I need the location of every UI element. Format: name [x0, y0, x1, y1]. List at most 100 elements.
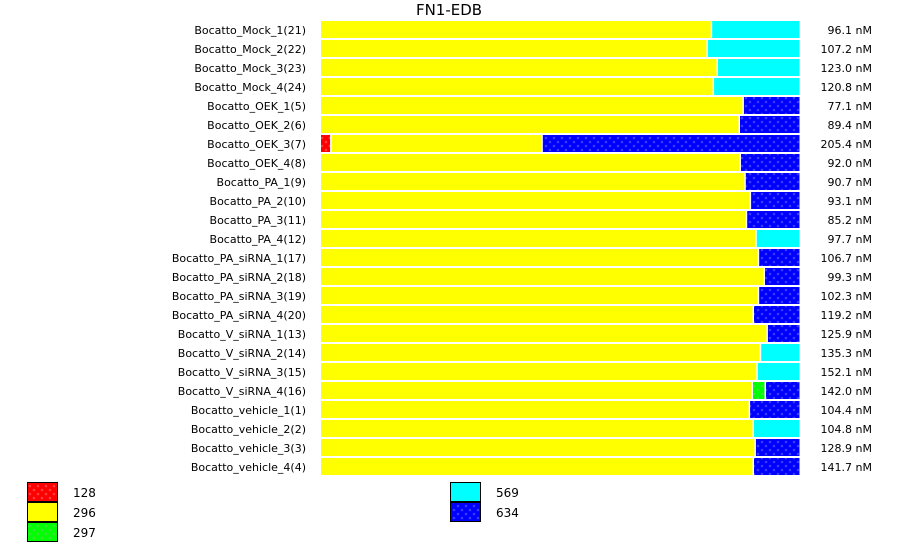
category-label: Bocatto_OEK_3(7)	[207, 138, 306, 151]
category-label: Bocatto_vehicle_1(1)	[191, 404, 306, 417]
total-label: 125.9 nM	[821, 328, 872, 341]
total-label: 123.0 nM	[821, 62, 872, 75]
bar-segment-296	[321, 306, 753, 323]
category-label: Bocatto_OEK_2(6)	[207, 119, 306, 132]
bar-segment-296	[321, 154, 740, 171]
total-label: 152.1 nM	[821, 366, 872, 379]
total-label: 104.8 nM	[821, 423, 872, 436]
legend-swatch-634	[450, 502, 481, 522]
bar-segment-634	[765, 268, 800, 285]
category-label: Bocatto_PA_4(12)	[210, 233, 306, 246]
bar-segment-634	[759, 249, 800, 266]
bar-segment-296	[321, 344, 760, 361]
bar-segment-296	[321, 420, 753, 437]
category-label: Bocatto_Mock_2(22)	[194, 43, 306, 56]
category-label: Bocatto_PA_1(9)	[217, 176, 306, 189]
category-label: Bocatto_PA_siRNA_1(17)	[172, 252, 306, 265]
bar-segment-296	[321, 287, 758, 304]
legend-swatch-297	[27, 522, 58, 542]
total-label: 120.8 nM	[821, 81, 872, 94]
bar-segment-296	[321, 363, 757, 380]
bar-segment-634	[745, 173, 800, 190]
category-label: Bocatto_vehicle_3(3)	[191, 442, 306, 455]
bar-segment-634	[759, 287, 800, 304]
category-label: Bocatto_V_siRNA_3(15)	[178, 366, 306, 379]
bar-segment-634	[741, 154, 800, 171]
total-label: 96.1 nM	[828, 24, 872, 37]
bar-segment-569	[757, 363, 800, 380]
bar-segment-296	[331, 135, 542, 152]
legend-swatch-569	[450, 482, 481, 502]
bar-segment-634	[767, 325, 800, 342]
legend-label: 569	[496, 486, 519, 500]
chart-title: FN1-EDB	[416, 1, 482, 19]
bar-segment-296	[321, 116, 739, 133]
total-label: 89.4 nM	[828, 119, 872, 132]
total-label: 107.2 nM	[821, 43, 872, 56]
legend-label: 297	[73, 526, 96, 540]
bar-segment-296	[321, 325, 767, 342]
bar-segment-634	[751, 192, 800, 209]
bar-segment-569	[712, 21, 800, 38]
bar-segment-296	[321, 382, 752, 399]
category-label: Bocatto_Mock_4(24)	[194, 81, 306, 94]
bar-segment-296	[321, 59, 717, 76]
bar-segment-634	[755, 439, 800, 456]
category-label: Bocatto_OEK_4(8)	[207, 157, 306, 170]
legend-label: 634	[496, 506, 519, 520]
total-label: 85.2 nM	[828, 214, 872, 227]
bar-segment-296	[321, 97, 743, 114]
bar-segment-128	[321, 135, 331, 152]
bar-segment-296	[321, 230, 756, 247]
bar-segment-569	[756, 230, 800, 247]
legend-swatch-128	[27, 482, 58, 502]
total-label: 99.3 nM	[828, 271, 872, 284]
bar-segment-296	[321, 21, 711, 38]
bar-segment-569	[714, 78, 800, 95]
category-label: Bocatto_V_siRNA_2(14)	[178, 347, 306, 360]
bar-segment-569	[718, 59, 800, 76]
total-label: 135.3 nM	[821, 347, 872, 360]
total-label: 128.9 nM	[821, 442, 872, 455]
bar-segment-296	[321, 173, 745, 190]
bar-segment-569	[707, 40, 800, 57]
category-label: Bocatto_PA_siRNA_4(20)	[172, 309, 306, 322]
bar-segment-296	[321, 78, 713, 95]
legend-swatch-296	[27, 502, 58, 522]
total-label: 141.7 nM	[821, 461, 872, 474]
category-label: Bocatto_PA_2(10)	[210, 195, 306, 208]
bar-segment-569	[754, 420, 800, 437]
total-label: 119.2 nM	[821, 309, 872, 322]
category-label: Bocatto_OEK_1(5)	[207, 100, 306, 113]
bar-segment-296	[321, 401, 749, 418]
total-label: 97.7 nM	[828, 233, 872, 246]
total-label: 93.1 nM	[828, 195, 872, 208]
bar-segment-634	[743, 97, 800, 114]
total-label: 92.0 nM	[828, 157, 872, 170]
category-label: Bocatto_Mock_1(21)	[194, 24, 306, 37]
total-label: 77.1 nM	[828, 100, 872, 113]
category-label: Bocatto_V_siRNA_4(16)	[178, 385, 306, 398]
category-label: Bocatto_vehicle_2(2)	[191, 423, 306, 436]
bar-segment-296	[321, 192, 750, 209]
bar-segment-634	[750, 401, 800, 418]
bar-segment-296	[321, 249, 758, 266]
bar-segment-634	[754, 458, 800, 475]
bar-segment-297	[753, 382, 765, 399]
total-label: 106.7 nM	[821, 252, 872, 265]
total-label: 104.4 nM	[821, 404, 872, 417]
bar-segment-634	[542, 135, 800, 152]
total-label: 102.3 nM	[821, 290, 872, 303]
category-label: Bocatto_Mock_3(23)	[194, 62, 306, 75]
bar-segment-296	[321, 40, 707, 57]
category-label: Bocatto_PA_siRNA_2(18)	[172, 271, 306, 284]
legend-label: 128	[73, 486, 96, 500]
bar-segment-296	[321, 211, 746, 228]
total-label: 90.7 nM	[828, 176, 872, 189]
total-label: 142.0 nM	[821, 385, 872, 398]
bar-segment-634	[740, 116, 800, 133]
bar-segment-296	[321, 439, 755, 456]
category-label: Bocatto_PA_3(11)	[210, 214, 306, 227]
bar-segment-296	[321, 268, 764, 285]
